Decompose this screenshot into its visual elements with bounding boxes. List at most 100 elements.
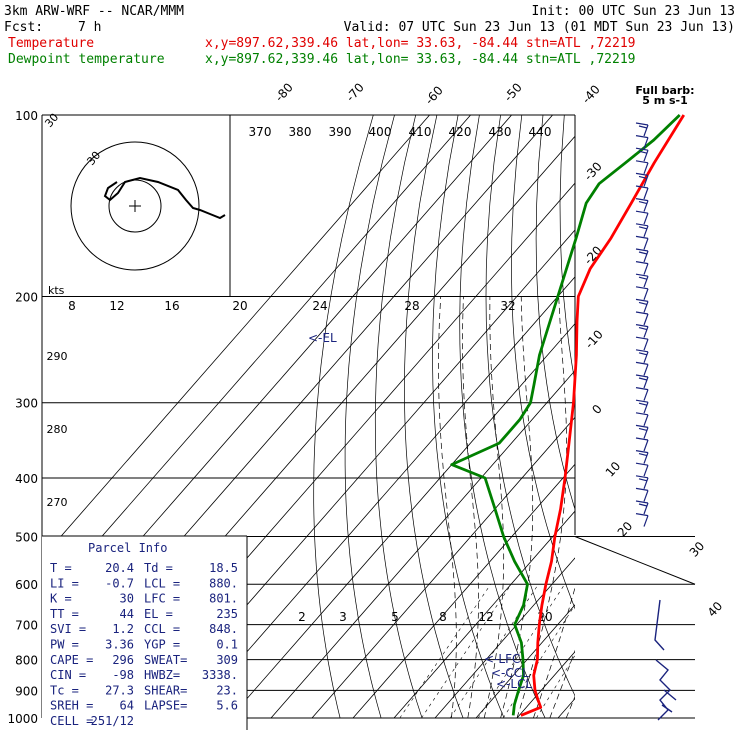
parcel-info-label: PW =: [50, 638, 79, 652]
parcel-info-value: 23.: [216, 683, 238, 697]
isotherm-label: 0: [589, 402, 605, 417]
wind-barb: [643, 162, 649, 175]
mixing-ratio-line: [399, 584, 491, 719]
isotherm-line: [311, 416, 575, 719]
wind-barb: [643, 275, 649, 288]
model-title: 3km ARW-WRF -- NCAR/MMM: [4, 4, 184, 19]
wind-barb-flag: [635, 336, 649, 340]
moist-adiabat: [516, 296, 567, 719]
wind-barb-flag: [635, 160, 649, 164]
mixing-top-label: 28: [404, 299, 419, 313]
wind-barb-flag: [638, 301, 648, 305]
parcel-info-value: 848.: [209, 622, 238, 636]
mixing-bottom-label: 12: [478, 610, 493, 624]
parcel-marker-label: <-CCL: [491, 666, 529, 680]
hodograph-ring: [70, 141, 200, 271]
mixing-top-label: 16: [164, 299, 179, 313]
wind-barb: [643, 288, 649, 301]
parcel-info-value: 5.6: [216, 699, 238, 713]
wind-barb-flag: [635, 424, 649, 428]
parcel-info-label: Tc =: [50, 683, 79, 697]
isotherm-label: -60: [422, 83, 446, 107]
dry-adiabat: [670, 115, 740, 718]
parcel-info-label: SWEAT=: [144, 653, 187, 667]
wind-barb: [643, 187, 649, 200]
parcel-info-value: 251/12: [91, 714, 134, 728]
parcel-info-value: -98: [112, 668, 134, 682]
parcel-info-label: LI =: [50, 576, 79, 590]
parcel-info-label: K =: [50, 592, 72, 606]
dry-adiabat: [734, 115, 740, 718]
isotherm-line: [640, 115, 740, 718]
wind-barb: [643, 477, 649, 490]
isotherm-label: -70: [343, 80, 367, 104]
dry-adiabat: [313, 115, 374, 719]
wind-barb: [643, 376, 649, 389]
parcel-info-value: 30: [120, 592, 134, 606]
wind-barb-flag: [635, 235, 649, 239]
isobar-label: 1000: [7, 712, 38, 726]
moist-adiabat: [549, 649, 575, 719]
wind-barb-flag: [638, 150, 648, 154]
wind-barb-flag: [635, 399, 649, 403]
mixing-top-label: 20: [232, 299, 247, 313]
parcel-info-value: 0.1: [216, 638, 238, 652]
wind-barb: [643, 175, 649, 187]
wind-barb: [643, 301, 649, 313]
wind-barb: [643, 515, 649, 527]
wind-barb-flag: [635, 198, 649, 202]
barb-legend-title: Full barb:: [635, 84, 694, 97]
dry-adiabat: [432, 115, 505, 719]
theta-label: 440: [529, 125, 552, 139]
isotherm-label: -50: [501, 80, 525, 104]
parcel-info-label: CCL =: [144, 622, 180, 636]
wind-barb-flag: [635, 172, 649, 176]
wind-barb-flag: [635, 311, 649, 315]
temperature-line: [520, 114, 685, 717]
theta-label: 430: [489, 125, 512, 139]
wind-barb-flag: [638, 503, 648, 507]
parcel-info-value: 64: [120, 699, 134, 713]
wind-barb-flag: [635, 248, 649, 252]
dry-adiabat: [511, 115, 575, 610]
barb-legend-unit: 5 m s-1: [642, 94, 688, 107]
dry-adiabat: [374, 115, 423, 719]
parcel-marker-label: <-LFC: [484, 652, 520, 666]
mixing-top-label: 8: [68, 299, 76, 313]
wind-barb: [643, 490, 649, 502]
moist-adiabat: [565, 695, 575, 719]
parcel-info-label: Td =: [144, 561, 173, 575]
parcel-info-label: CELL =: [50, 714, 93, 728]
wind-barb: [643, 427, 649, 439]
isotherm-label: -10: [582, 327, 606, 351]
isobar-label: 300: [15, 397, 38, 411]
sounding-profiles: <-EL <-LFC<-CCL<-LCL: [308, 113, 685, 717]
parcel-info-label: CAPE =: [50, 653, 93, 667]
parcel-info-label: SVI =: [50, 622, 86, 636]
wind-barbs: [635, 122, 677, 721]
fcst-value: 7 h: [78, 20, 101, 35]
wind-barb: [643, 502, 649, 515]
dry-adiabat: [559, 115, 575, 385]
parcel-info-value: 309: [216, 653, 238, 667]
wind-barb-flag: [638, 377, 648, 381]
wind-barb-flag: [635, 147, 649, 151]
wind-barb: [643, 326, 649, 338]
parcel-info-value: 3338.: [202, 668, 238, 682]
isobar-label: 100: [15, 109, 38, 123]
isobar-label: 200: [15, 291, 38, 305]
hodograph-trace: [103, 176, 226, 220]
moist-adiabat: [583, 297, 740, 719]
isotherm-label: -30: [581, 159, 605, 183]
wind-barb: [643, 338, 649, 351]
parcel-info-value: 880.: [209, 576, 238, 590]
wind-barb-flag: [635, 513, 649, 517]
theta-label: 420: [449, 125, 472, 139]
theta-label: 370: [249, 125, 272, 139]
wind-barb: [643, 414, 649, 427]
wind-barb-flag: [638, 427, 648, 431]
moist-adiabat: [533, 586, 575, 719]
wind-barb-flag: [635, 286, 649, 290]
